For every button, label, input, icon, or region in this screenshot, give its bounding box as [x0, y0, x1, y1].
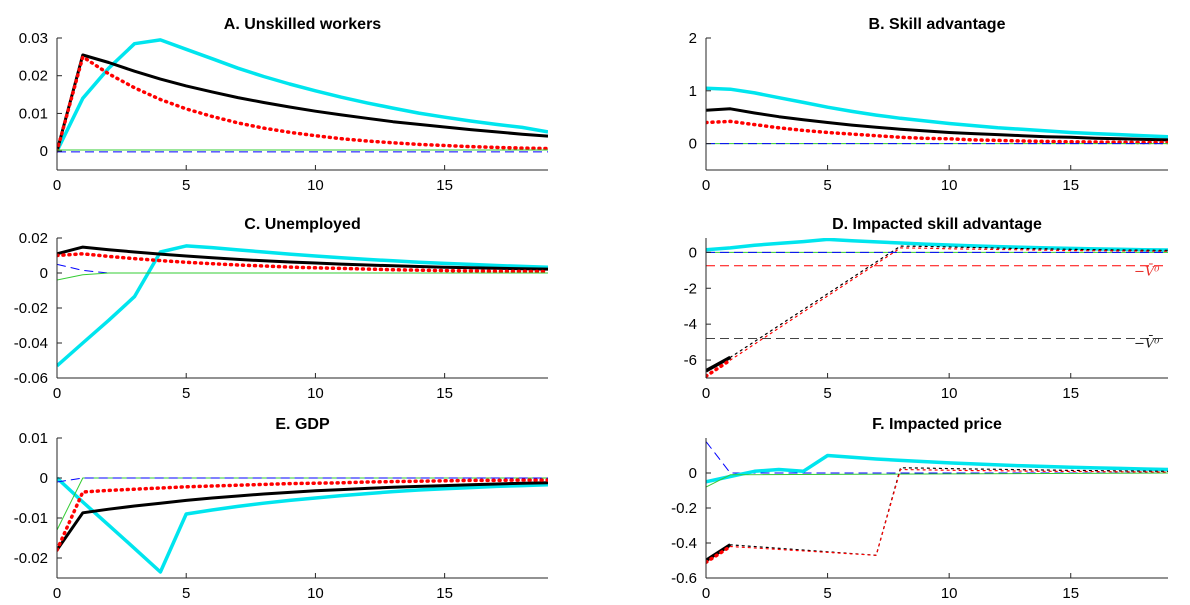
- series-group: [57, 244, 548, 368]
- series-line-3: [57, 252, 548, 274]
- x-tick-label: 5: [823, 585, 831, 602]
- y-tick-label: 0.03: [19, 30, 48, 47]
- x-tick-label: 15: [1062, 177, 1079, 194]
- y-tick-label: -0.4: [671, 535, 697, 552]
- series-group: [57, 476, 548, 574]
- y-tick-label: 0: [40, 470, 48, 487]
- y-tick-label: -0.02: [14, 300, 48, 317]
- series-line-4: [706, 355, 732, 373]
- plot-area: [57, 38, 548, 170]
- chart-panel-d-impacted-skill-advantage: D. Impacted skill advantage 0 5 10 15 -6 -4 -2 0…: [684, 216, 1168, 402]
- chart-panel-f-impacted-price: F. Impacted price 0 5 10 15 -0.6 -0.4 -0.2 0: [671, 416, 1168, 602]
- x-tick-label: 10: [307, 385, 324, 402]
- chart-title: A. Unskilled workers: [224, 16, 381, 33]
- chart-panel-b-skill-advantage: B. Skill advantage 0 5 10 15 0 1 2: [689, 16, 1168, 194]
- series-line-3: [706, 119, 1168, 145]
- series-line-2: [57, 481, 548, 551]
- plot-area: [706, 38, 1168, 170]
- x-tick-label: 10: [941, 177, 958, 194]
- chart-panel-c-unemployed: C. Unemployed 0 5 10 15 -0.06 -0.04 -0.02 0 0.02: [14, 216, 548, 402]
- y-tick-label: 0: [689, 465, 697, 482]
- series-line-1: [706, 86, 1168, 139]
- x-tick-label: 0: [702, 177, 710, 194]
- x-tick-label: 0: [702, 385, 710, 402]
- y-tick-label: 1: [689, 83, 697, 100]
- x-tick-label: 5: [823, 385, 831, 402]
- series-line-2: [706, 453, 1168, 484]
- x-tick-label: 5: [182, 385, 190, 402]
- x-tick-label: 10: [307, 585, 324, 602]
- series-line-5: [57, 477, 548, 483]
- y-tick-label: -0.6: [671, 570, 697, 587]
- series-line-6: [729, 467, 1168, 556]
- series-line-5: [57, 272, 548, 281]
- x-tick-label: 0: [53, 177, 61, 194]
- y-tick-label: -0.01: [14, 510, 48, 527]
- chart-title: B. Skill advantage: [869, 16, 1006, 33]
- x-tick-label: 10: [941, 585, 958, 602]
- x-tick-label: 5: [182, 585, 190, 602]
- y-tick-label: 2: [689, 30, 697, 47]
- series-line-2: [57, 53, 548, 152]
- series-group: [706, 441, 1168, 565]
- series-line-2: [706, 107, 1168, 142]
- x-tick-label: 0: [53, 385, 61, 402]
- x-tick-label: 5: [823, 177, 831, 194]
- x-tick-label: 15: [436, 585, 453, 602]
- series-line-3: [57, 55, 548, 153]
- y-tick-label: -0.02: [14, 550, 48, 567]
- x-tick-label: 0: [53, 585, 61, 602]
- series-group: [706, 238, 1168, 378]
- y-tick-label: 0: [689, 244, 697, 261]
- y-tick-label: -4: [684, 316, 697, 333]
- y-tick-label: -0.04: [14, 335, 48, 352]
- chart-title: C. Unemployed: [244, 216, 360, 233]
- y-tick-label: 0.02: [19, 68, 48, 85]
- x-tick-label: 15: [1062, 585, 1079, 602]
- x-tick-label: 5: [182, 177, 190, 194]
- plot-area: [57, 438, 548, 578]
- series-line-1: [57, 38, 548, 152]
- y-tick-label: 0: [40, 265, 48, 282]
- y-tick-label: -6: [684, 352, 697, 369]
- y-tick-label: -0.2: [671, 500, 697, 517]
- x-tick-label: 10: [307, 177, 324, 194]
- line-annotation-label: −V̄⁰: [1134, 263, 1160, 279]
- series-line-3: [57, 478, 548, 552]
- y-tick-label: -2: [684, 280, 697, 297]
- series-line-7: [729, 247, 1168, 361]
- plot-area: [706, 438, 1168, 578]
- series-line-1: [57, 476, 548, 574]
- y-tick-label: 0.01: [19, 430, 48, 447]
- series-group: [57, 38, 548, 153]
- series-line-5: [706, 358, 733, 378]
- x-tick-label: 15: [436, 177, 453, 194]
- y-tick-label: -0.06: [14, 370, 48, 387]
- x-tick-label: 15: [436, 385, 453, 402]
- series-line-5: [706, 544, 733, 565]
- series-line-7: [729, 468, 1168, 556]
- chart-panel-a-unskilled-workers: A. Unskilled workers 0 5 10 15 0 0.01 0.02 0.03: [19, 16, 548, 194]
- x-tick-label: 10: [941, 385, 958, 402]
- y-tick-label: 0: [40, 143, 48, 160]
- series-group: [706, 86, 1168, 145]
- chart-title: E. GDP: [275, 416, 330, 433]
- series-line-2: [57, 245, 548, 271]
- chart-title: D. Impacted skill advantage: [832, 216, 1042, 233]
- y-tick-label: 0.02: [19, 230, 48, 247]
- x-tick-label: 15: [1062, 385, 1079, 402]
- plot-area: [706, 238, 1168, 378]
- series-line-3: [706, 238, 1168, 252]
- y-tick-label: 0: [689, 136, 697, 153]
- y-tick-label: 0.01: [19, 105, 48, 122]
- x-tick-label: 0: [702, 585, 710, 602]
- series-line-3: [706, 472, 1168, 488]
- line-annotation-label: −V̄⁰: [1134, 335, 1160, 351]
- series-line-1: [57, 244, 548, 368]
- series-line-6: [729, 245, 1168, 358]
- chart-title: F. Impacted price: [872, 416, 1002, 433]
- chart-panel-e-gdp: E. GDP 0 5 10 15 -0.02 -0.01 0 0.01: [14, 416, 548, 602]
